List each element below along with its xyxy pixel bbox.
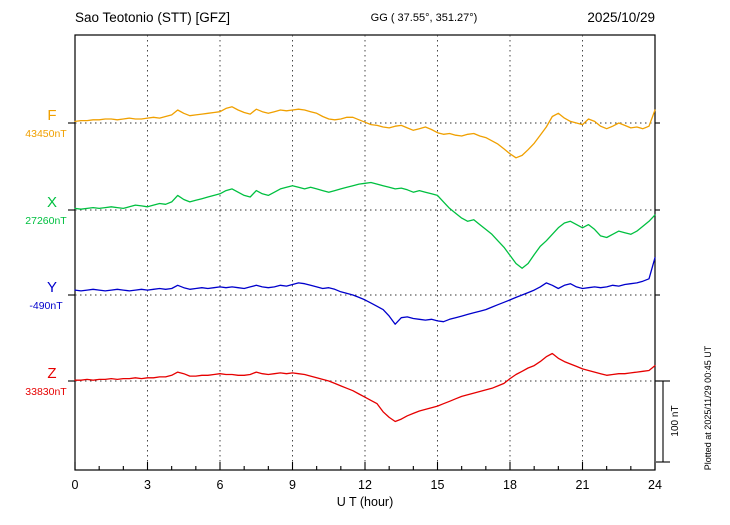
- x-tick-label: 15: [431, 478, 445, 492]
- series-line-f: [74, 106, 656, 159]
- series-baseline-x: 27260nT: [25, 215, 67, 227]
- scale-bar-label: 100 nT: [670, 405, 681, 436]
- date-label: 2025/10/29: [587, 10, 655, 25]
- x-tick-label: 18: [503, 478, 517, 492]
- series-baseline-z: 33830nT: [25, 386, 67, 398]
- x-tick-label: 21: [576, 478, 590, 492]
- series-line-x: [74, 181, 656, 269]
- x-tick-label: 24: [648, 478, 662, 492]
- x-tick-label: 12: [358, 478, 372, 492]
- series-baseline-f: 43450nT: [25, 128, 67, 140]
- series-baseline-y: -490nT: [29, 300, 63, 312]
- series-line-z: [74, 352, 656, 423]
- x-tick-label: 9: [289, 478, 296, 492]
- x-tick-label: 3: [144, 478, 151, 492]
- series-label-z: Z: [47, 365, 56, 382]
- plot-layer: 0 3 6 9 12 15 18 21 24: [68, 35, 670, 492]
- series-label-x: X: [47, 194, 57, 211]
- series-line-y: [74, 257, 656, 325]
- x-axis-title: U T (hour): [337, 495, 394, 509]
- x-tick-label: 6: [217, 478, 224, 492]
- plotted-at-label: Plotted at 2025/11/29 00:45 UT: [703, 345, 713, 470]
- series-label-f: F: [47, 107, 56, 124]
- station-coordinates: GG ( 37.55°, 351.27°): [371, 12, 478, 24]
- chart-title: Sao Teotonio (STT) [GFZ]: [75, 10, 230, 25]
- x-tick-label: 0: [72, 478, 79, 492]
- series-label-y: Y: [47, 279, 57, 296]
